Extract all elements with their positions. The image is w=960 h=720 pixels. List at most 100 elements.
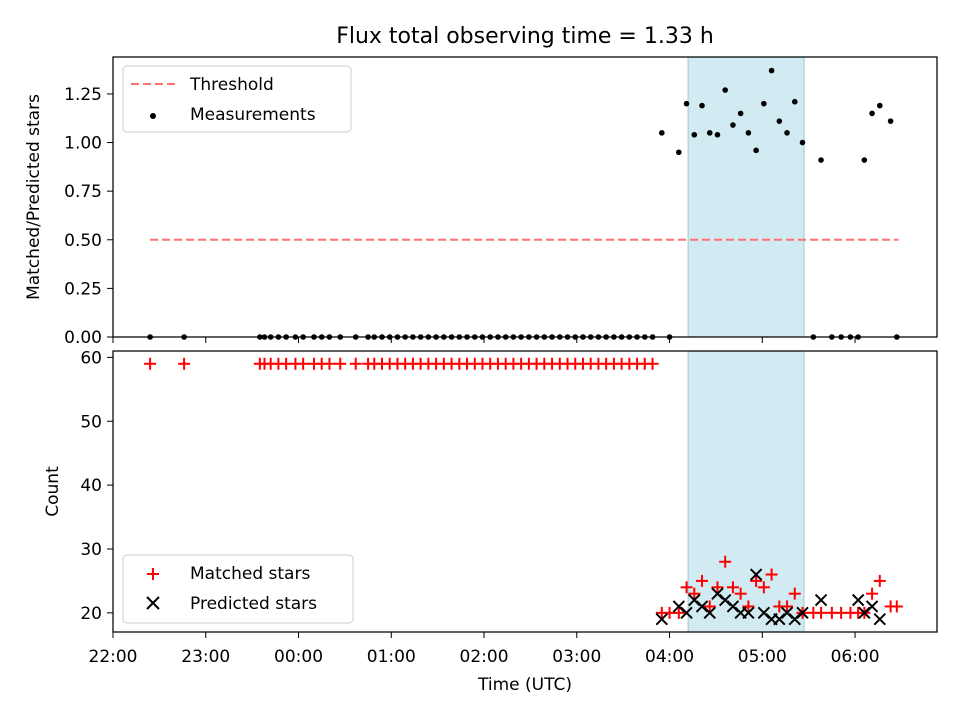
matched-star-point xyxy=(711,581,724,594)
measurement-point xyxy=(761,100,767,107)
x-axis-label: Time (UTC) xyxy=(477,675,572,695)
matched-star-point xyxy=(815,606,828,619)
bottom-legend-box xyxy=(122,554,354,624)
measurement-point xyxy=(659,130,665,136)
chart-title: Flux total observing time = 1.33 h xyxy=(336,24,714,49)
matched-star-point xyxy=(750,574,763,587)
bottom-y-tick-label: 30 xyxy=(80,540,102,560)
matched-star-point xyxy=(890,600,903,613)
measurement-point xyxy=(869,110,875,117)
measurement-point xyxy=(876,102,883,109)
top-legend-box xyxy=(122,65,352,133)
measurement-point xyxy=(784,130,790,136)
matched-star-point xyxy=(788,587,801,600)
predicted-star-point xyxy=(703,606,716,620)
predicted-star-point xyxy=(814,593,828,607)
matched-star-point xyxy=(719,555,732,568)
measurement-point xyxy=(745,130,752,136)
bottom-y-tick-label: 50 xyxy=(80,412,102,432)
x-tick-label: 00:00 xyxy=(274,647,323,667)
measurement-point xyxy=(768,67,775,74)
predicted-star-point xyxy=(873,613,887,626)
measurement-point xyxy=(676,149,682,156)
legend-predicted-swatch xyxy=(146,596,160,610)
matched-star-point xyxy=(688,587,701,600)
matched-star-point xyxy=(765,568,778,581)
bottom-y-tick-label: 20 xyxy=(80,604,102,624)
measurement-point xyxy=(699,102,705,109)
x-tick-label: 04:00 xyxy=(645,647,694,667)
legend-matched-label: Matched stars xyxy=(190,564,310,584)
matched-star-point xyxy=(349,357,362,370)
bottom-y-axis-label: Count xyxy=(43,466,63,517)
observing-interval-shade xyxy=(687,56,805,338)
legend-measurements-swatch xyxy=(150,113,156,119)
x-tick-label: 02:00 xyxy=(460,647,509,667)
top-axes-frame xyxy=(112,56,938,338)
matched-star-point xyxy=(696,574,709,587)
matched-star-point xyxy=(726,581,739,594)
top-y-axis-label: Matched/Predicted stars xyxy=(24,94,44,300)
top-y-tick-label: 0.50 xyxy=(64,231,102,251)
measurement-point xyxy=(691,131,698,138)
bottom-y-tick-label: 40 xyxy=(80,476,102,496)
matched-star-point xyxy=(672,606,685,619)
x-tick-label: 05:00 xyxy=(738,647,787,667)
measurement-point xyxy=(791,98,798,105)
x-tick-label: 01:00 xyxy=(367,647,416,667)
x-tick-label: 23:00 xyxy=(181,647,230,667)
legend-measurements-label: Measurements xyxy=(190,105,316,125)
predicted-star-point xyxy=(742,606,755,620)
measurement-point xyxy=(683,100,690,107)
measurement-point xyxy=(722,87,729,93)
top-y-ticks: 0.00 0.25 0.50 0.75 1.00 1.25 xyxy=(64,85,113,348)
legend-predicted-label: Predicted stars xyxy=(190,594,317,614)
predicted-star-point xyxy=(796,606,809,620)
bottom-x-ticks: 22:00 23:00 00:00 01:00 02:00 03:00 04:00 05:00… xyxy=(89,632,880,667)
matched-star-point xyxy=(297,357,310,370)
top-y-tick-label: 1.00 xyxy=(64,134,102,154)
matched-star-point xyxy=(323,357,336,370)
x-tick-label: 06:00 xyxy=(831,647,880,667)
matched-star-point xyxy=(646,357,659,370)
predicted-star-point xyxy=(655,613,669,626)
matched-star-point xyxy=(734,587,747,600)
measurement-point xyxy=(799,139,806,146)
measurement-point xyxy=(737,110,744,117)
legend-matched-swatch xyxy=(147,568,159,580)
top-y-tick-label: 1.25 xyxy=(64,85,102,105)
measurement-point xyxy=(861,157,868,163)
top-x-ticks xyxy=(112,337,856,343)
top-y-tick-label: 0.75 xyxy=(64,182,102,202)
predicted-star-point xyxy=(680,606,693,620)
measurements-panel: 0.00 0.25 0.50 0.75 1.00 1.25 Flux total obse… xyxy=(24,24,938,348)
x-tick-label: 22:00 xyxy=(89,647,138,667)
top-y-tick-label: 0.00 xyxy=(64,328,102,348)
measurement-point xyxy=(753,147,759,154)
matched-star-point xyxy=(781,600,794,613)
predicted-star-point xyxy=(851,593,865,607)
matched-star-point xyxy=(178,357,191,370)
matched-star-point xyxy=(334,357,347,370)
bottom-y-ticks: 20 30 40 50 60 xyxy=(80,348,113,624)
matched-star-point xyxy=(703,600,716,613)
top-y-tick-label: 0.25 xyxy=(64,279,102,299)
matched-star-point xyxy=(873,574,886,587)
measurement-point xyxy=(818,157,824,163)
counts-panel: 20 30 40 50 60 22:00 23:00 00:00 01:00 02:00 03:0… xyxy=(43,348,938,695)
matched-star-point xyxy=(866,587,879,600)
bottom-plot-marks xyxy=(144,357,903,626)
matched-star-point xyxy=(742,600,755,613)
predicted-star-point xyxy=(749,568,763,581)
matched-star-point xyxy=(144,357,157,370)
measurement-point xyxy=(730,122,736,128)
bottom-axes-frame xyxy=(112,350,938,633)
top-legend: Threshold Measurements xyxy=(122,65,352,133)
measurement-point xyxy=(887,118,894,124)
measurement-point xyxy=(714,131,721,138)
matched-star-point xyxy=(680,581,693,594)
bottom-legend: Matched stars Predicted stars xyxy=(122,554,354,624)
matched-star-point xyxy=(757,581,770,594)
observing-interval-shade xyxy=(687,350,805,633)
